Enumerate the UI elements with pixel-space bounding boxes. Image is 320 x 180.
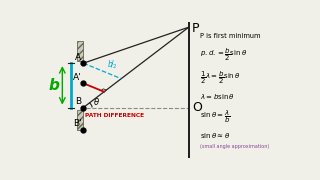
Text: $p.d. = \dfrac{b}{2}\sin\theta$: $p.d. = \dfrac{b}{2}\sin\theta$ [200,47,247,63]
Text: PATH DIFFERENCE: PATH DIFFERENCE [84,113,144,118]
Text: O: O [192,101,202,114]
Text: $\dfrac{1}{2}\lambda = \dfrac{b}{2}\sin\theta$: $\dfrac{1}{2}\lambda = \dfrac{b}{2}\sin\… [200,70,241,86]
Text: $\theta$: $\theta$ [93,96,100,107]
Text: P is first minimum: P is first minimum [200,33,260,39]
Text: $\sin\theta = \dfrac{\lambda}{b}$: $\sin\theta = \dfrac{\lambda}{b}$ [200,109,230,125]
Text: A': A' [73,73,81,82]
Text: $\lambda = b\sin\theta$: $\lambda = b\sin\theta$ [200,92,235,101]
Text: $b\!/\!_2$: $b\!/\!_2$ [107,58,117,71]
Text: (small angle approximation): (small angle approximation) [200,144,269,148]
Text: B': B' [73,119,81,128]
Text: b: b [48,78,59,93]
Polygon shape [77,41,84,61]
Text: A: A [75,53,81,62]
Text: B: B [75,97,81,106]
Polygon shape [77,110,84,130]
Text: $\sin\theta \approx \theta$: $\sin\theta \approx \theta$ [200,131,230,140]
Text: P: P [192,22,199,35]
